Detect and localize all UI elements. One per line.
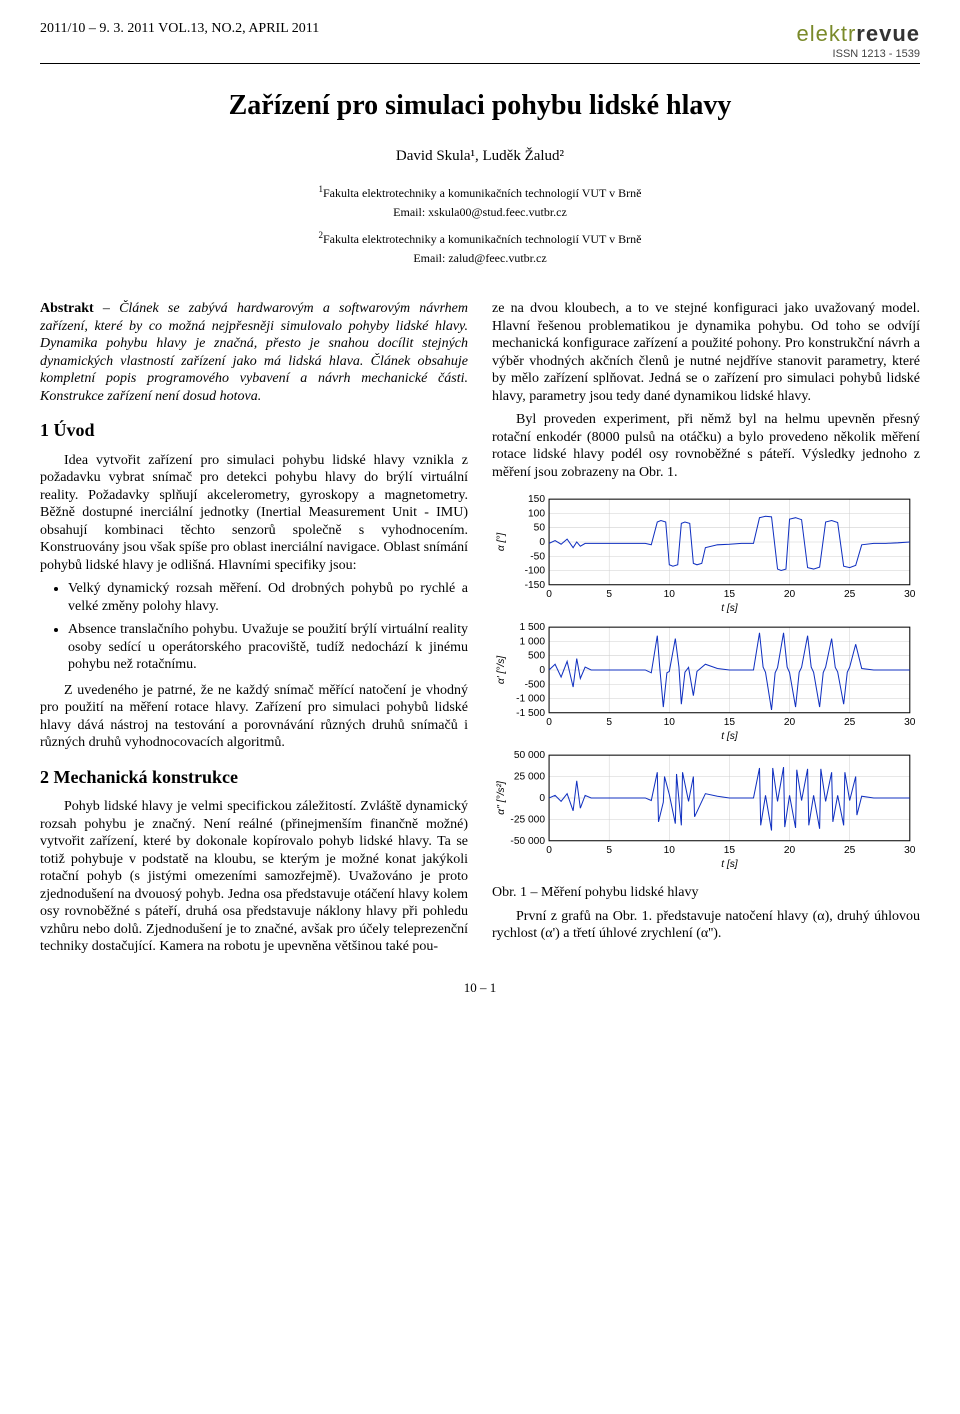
svg-text:10: 10 — [664, 589, 676, 600]
affiliation-1-email: Email: xskula00@stud.feec.vutbr.cz — [40, 205, 920, 220]
svg-text:5: 5 — [606, 717, 612, 728]
abstract-label: Abstrakt — [40, 301, 94, 316]
svg-text:15: 15 — [724, 589, 736, 600]
svg-text:0: 0 — [546, 589, 552, 600]
header-left: 2011/10 – 9. 3. 2011 VOL.13, NO.2, APRIL… — [40, 20, 319, 38]
affiliation-2: 2Fakulta elektrotechniky a komunikačních… — [40, 230, 920, 247]
intro-p2: Z uvedeného je patrné, že ne každý sníma… — [40, 682, 468, 752]
section-2-heading: 2 Mechanická konstrukce — [40, 766, 468, 789]
svg-text:0: 0 — [546, 717, 552, 728]
svg-text:t [s]: t [s] — [721, 603, 739, 613]
svg-text:500: 500 — [528, 651, 545, 662]
affiliation-2-email: Email: zalud@feec.vutbr.cz — [40, 251, 920, 266]
svg-text:-25 000: -25 000 — [510, 814, 545, 825]
journal-logo: elektrrevue — [796, 20, 920, 48]
svg-text:1 500: 1 500 — [519, 622, 545, 633]
svg-text:t [s]: t [s] — [721, 731, 739, 741]
issn: ISSN 1213 - 1539 — [796, 48, 920, 62]
page-header: 2011/10 – 9. 3. 2011 VOL.13, NO.2, APRIL… — [40, 20, 920, 64]
svg-text:-1 000: -1 000 — [516, 693, 545, 704]
svg-text:α' [°/s]: α' [°/s] — [496, 654, 507, 683]
logo-prefix: elektr — [796, 21, 856, 46]
svg-text:1 000: 1 000 — [519, 636, 545, 647]
abstract: Abstrakt – Článek se zabývá hardwarovým … — [40, 300, 468, 405]
svg-text:-1 500: -1 500 — [516, 708, 545, 719]
svg-text:10: 10 — [664, 845, 676, 856]
svg-text:25 000: 25 000 — [514, 771, 545, 782]
figure-1-caption: Obr. 1 – Měření pohybu lidské hlavy — [492, 884, 920, 902]
svg-text:50 000: 50 000 — [514, 750, 545, 761]
bullet-2: Absence translačního pohybu. Uvažuje se … — [68, 621, 468, 674]
figure-1: -150-100-50050100150051015202530t [s]α [… — [492, 491, 920, 943]
fig1-para: První z grafů na Obr. 1. představuje nat… — [492, 908, 920, 943]
svg-text:0: 0 — [539, 537, 545, 548]
svg-text:15: 15 — [724, 845, 736, 856]
header-right: elektrrevue ISSN 1213 - 1539 — [796, 20, 920, 61]
svg-text:-150: -150 — [525, 580, 546, 591]
svg-text:30: 30 — [904, 717, 916, 728]
svg-text:5: 5 — [606, 845, 612, 856]
svg-text:30: 30 — [904, 845, 916, 856]
svg-text:100: 100 — [528, 508, 545, 519]
svg-text:t [s]: t [s] — [721, 859, 739, 869]
svg-text:-50: -50 — [530, 551, 545, 562]
affiliation-1: 1Fakulta elektrotechniky a komunikačních… — [40, 184, 920, 201]
authors-line: David Skula¹, Luděk Žalud² — [40, 147, 920, 166]
sec2-p3: Byl proveden experiment, při němž byl na… — [492, 411, 920, 481]
svg-text:30: 30 — [904, 589, 916, 600]
intro-bullets: Velký dynamický rozsah měření. Od drobný… — [68, 580, 468, 674]
abstract-body: – Článek se zabývá hardwarovým a softwar… — [40, 301, 468, 404]
svg-text:10: 10 — [664, 717, 676, 728]
chart-alpha-prime: -1 500 -1 000 -500 0 500 1 000 1 500 0 5 10 15 20 25… — [492, 619, 920, 741]
svg-text:0: 0 — [539, 793, 545, 804]
intro-p1: Idea vytvořit zařízení pro simulaci pohy… — [40, 452, 468, 575]
svg-text:-50 000: -50 000 — [510, 835, 545, 846]
svg-text:-500: -500 — [525, 679, 546, 690]
svg-text:50: 50 — [534, 523, 546, 534]
svg-text:25: 25 — [844, 589, 856, 600]
affil2-text: Fakulta elektrotechniky a komunikačních … — [323, 232, 641, 246]
sec2-p2: ze na dvou kloubech, a to ve stejné konf… — [492, 300, 920, 405]
article-title: Zařízení pro simulaci pohybu lidské hlav… — [40, 88, 920, 123]
body-columns: Abstrakt – Článek se zabývá hardwarovým … — [40, 300, 920, 956]
section-1-heading: 1 Úvod — [40, 419, 468, 442]
svg-text:5: 5 — [606, 589, 612, 600]
svg-text:20: 20 — [784, 717, 796, 728]
bullet-1: Velký dynamický rozsah měření. Od drobný… — [68, 580, 468, 615]
svg-text:α'' [°/s²]: α'' [°/s²] — [496, 780, 507, 815]
affil1-text: Fakulta elektrotechniky a komunikačních … — [323, 186, 641, 200]
chart-alpha-double-prime: -50 000 -25 000 0 25 000 50 000 0 5 10 15 20 25 30 t… — [492, 747, 920, 869]
svg-text:150: 150 — [528, 494, 545, 505]
chart-alpha: -150 -100 -50 0 50 100 150 0 5 10 15 20 25 30 t [s] α [… — [492, 491, 920, 613]
svg-text:25: 25 — [844, 717, 856, 728]
svg-text:0: 0 — [546, 845, 552, 856]
svg-text:20: 20 — [784, 589, 796, 600]
svg-text:0: 0 — [539, 665, 545, 676]
svg-text:-100: -100 — [525, 566, 546, 577]
svg-text:α [°]: α [°] — [496, 532, 507, 552]
svg-text:25: 25 — [844, 845, 856, 856]
logo-suffix: revue — [856, 21, 920, 46]
page-number: 10 – 1 — [40, 980, 920, 996]
sec2-p1: Pohyb lidské hlavy je velmi specifickou … — [40, 798, 468, 956]
svg-text:20: 20 — [784, 845, 796, 856]
svg-text:15: 15 — [724, 717, 736, 728]
